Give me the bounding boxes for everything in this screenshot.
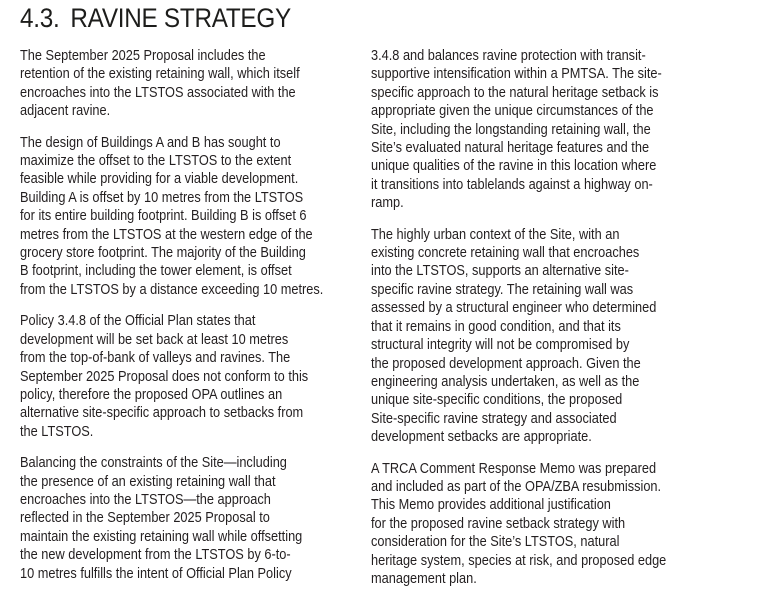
text-line: reflected in the September 2025 Proposal… [20, 510, 270, 527]
text-line: specific approach to the natural heritag… [371, 84, 659, 101]
text-line: 10 metres fulfills the intent of Officia… [20, 565, 292, 582]
text-line: specific ravine strategy. The retaining … [371, 281, 634, 298]
text-line: ramp. [371, 195, 404, 212]
text-line: Policy 3.4.8 of the Official Plan states… [20, 313, 256, 330]
text-line: for the proposed ravine setback strategy… [371, 515, 626, 532]
text-line: existing concrete retaining wall that en… [371, 245, 640, 262]
text-line: Site-specific ravine strategy and associ… [371, 410, 617, 427]
text-line: The highly urban context of the Site, wi… [371, 226, 620, 243]
text-line: assessed by a structural engineer who de… [371, 300, 657, 317]
text-line: The design of Buildings A and B has soug… [20, 134, 281, 151]
text-line: Building A is offset by 10 metres from t… [20, 189, 304, 206]
text-line: from the LTSTOS by a distance exceeding … [20, 281, 324, 298]
text-line: 3.4.8 and balances ravine protection wit… [371, 48, 646, 64]
text-line: unique qualities of the ravine in this l… [371, 158, 657, 175]
text-line: maximize the offset to the LTSTOS to the… [20, 153, 292, 170]
text-line: structural integrity will not be comprom… [371, 337, 630, 354]
text-line: A TRCA Comment Response Memo was prepare… [371, 460, 657, 477]
paragraph: The design of Buildings A and B has soug… [20, 134, 344, 300]
section-number: 4.3. [20, 3, 60, 33]
text-line: the new development from the LTSTOS by 6… [20, 547, 291, 564]
text-line: the LTSTOS. [20, 423, 94, 440]
text-line: encroaches into the LTSTOS—the approach [20, 491, 271, 508]
text-line: heritage system, species at risk, and pr… [371, 552, 667, 569]
text-line: consideration for the Site’s LTSTOS, nat… [371, 534, 620, 551]
text-line: feasible while providing for a viable de… [20, 171, 299, 188]
text-line: metres from the LTSTOS at the western ed… [20, 226, 313, 243]
section-heading: 4.3. RAVINE STRATEGY [20, 3, 291, 34]
text-line: policy, therefore the proposed OPA outli… [20, 386, 283, 403]
paragraph: A TRCA Comment Response Memo was prepare… [371, 460, 695, 589]
text-line: Site, including the longstanding retaini… [371, 121, 651, 138]
text-line: September 2025 Proposal does not conform… [20, 368, 309, 385]
paragraph: The highly urban context of the Site, wi… [371, 226, 695, 447]
paragraph: Policy 3.4.8 of the Official Plan states… [20, 312, 344, 441]
text-line: supportive intensification within a PMTS… [371, 66, 662, 83]
text-line: B footprint, including the tower element… [20, 263, 292, 280]
text-line: unique site-specific conditions, the pro… [371, 392, 623, 409]
text-line: adjacent ravine. [20, 103, 111, 120]
section-title: RAVINE STRATEGY [70, 3, 291, 33]
text-line: management plan. [371, 570, 477, 587]
right-column: 3.4.8 and balances ravine protection wit… [371, 47, 695, 601]
text-line: Balancing the constraints of the Site—in… [20, 455, 287, 472]
text-line: maintain the existing retaining wall whi… [20, 528, 303, 545]
text-line: Site’s evaluated natural heritage featur… [371, 140, 650, 157]
text-line: encroaches into the LTSTOS associated wi… [20, 84, 296, 101]
text-line: grocery store footprint. The majority of… [20, 245, 306, 262]
paragraph: 3.4.8 and balances ravine protection wit… [371, 47, 695, 213]
text-line: development will be set back at least 10… [20, 331, 289, 348]
text-line: and included as part of the OPA/ZBA resu… [371, 478, 662, 495]
text-line: from the top-of-bank of valleys and ravi… [20, 350, 291, 367]
text-line: alternative site-specific approach to se… [20, 405, 304, 422]
text-line: it transitions into tablelands against a… [371, 176, 653, 193]
text-line: into the LTSTOS, supports an alternative… [371, 263, 629, 280]
text-line: appropriate given the unique circumstanc… [371, 103, 654, 120]
text-line: engineering analysis undertaken, as well… [371, 373, 640, 390]
text-line: for its entire building footprint. Build… [20, 208, 307, 225]
paragraph: The September 2025 Proposal includes the… [20, 47, 344, 121]
paragraph: Balancing the constraints of the Site—in… [20, 454, 344, 583]
left-column: The September 2025 Proposal includes the… [20, 47, 344, 596]
text-line: retention of the existing retaining wall… [20, 66, 300, 83]
text-line: the proposed development approach. Given… [371, 355, 641, 372]
text-line: The September 2025 Proposal includes the [20, 48, 266, 64]
text-line: the presence of an existing retaining wa… [20, 473, 276, 490]
text-line: development setbacks are appropriate. [371, 429, 592, 446]
text-line: This Memo provides additional justificat… [371, 497, 611, 514]
text-line: that it remains in good condition, and t… [371, 318, 621, 335]
